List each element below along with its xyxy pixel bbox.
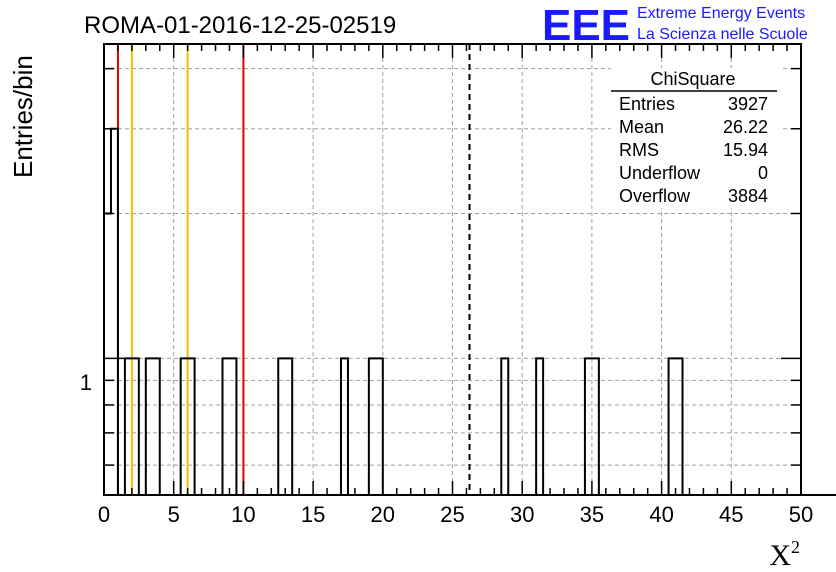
chart-title: ROMA-01-2016-12-25-02519 xyxy=(84,12,396,39)
y-tick-label-1: 1 xyxy=(80,370,92,395)
stats-value-mean: 26.22 xyxy=(723,117,768,137)
x-tick-label-1: 5 xyxy=(168,502,180,527)
stats-label-overflow: Overflow xyxy=(619,186,691,206)
stats-label-entries: Entries xyxy=(619,94,675,114)
stats-value-rms: 15.94 xyxy=(723,140,768,160)
stats-label-mean: Mean xyxy=(619,117,664,137)
stats-label-underflow: Underflow xyxy=(619,163,701,183)
eee-logo-line2: La Scienza nelle Scuole xyxy=(637,26,808,43)
eee-logo-mark: EEE xyxy=(542,1,630,50)
x-tick-label-8: 40 xyxy=(649,502,673,527)
x-tick-label-5: 25 xyxy=(440,502,464,527)
stats-label-rms: RMS xyxy=(619,140,659,160)
x-tick-label-0: 0 xyxy=(98,502,110,527)
x-tick-label-9: 45 xyxy=(719,502,743,527)
stats-value-overflow: 3884 xyxy=(728,186,768,206)
x-tick-label-6: 30 xyxy=(510,502,534,527)
x-tick-label-10: 50 xyxy=(789,502,813,527)
x-axis-label: X2 xyxy=(769,537,800,572)
x-tick-label-4: 20 xyxy=(371,502,395,527)
eee-logo: EEE Extreme Energy Events La Scienza nel… xyxy=(542,1,808,50)
threshold-lines xyxy=(116,44,471,495)
x-tick-labels: 0 5 10 15 20 25 30 35 40 45 50 xyxy=(98,502,813,527)
x-tick-label-7: 35 xyxy=(580,502,604,527)
stats-box-title: ChiSquare xyxy=(650,69,735,89)
x-tick-label-2: 10 xyxy=(231,502,255,527)
x-tick-label-3: 15 xyxy=(301,502,325,527)
axis-ticks xyxy=(103,44,802,495)
stats-value-underflow: 0 xyxy=(758,163,768,183)
eee-logo-line1: Extreme Energy Events xyxy=(637,5,805,22)
y-axis-label: Entries/bin xyxy=(8,55,38,178)
stats-box: ChiSquare Entries 3927 Mean 26.22 RMS 15… xyxy=(611,68,781,208)
stats-value-entries: 3927 xyxy=(728,94,768,114)
